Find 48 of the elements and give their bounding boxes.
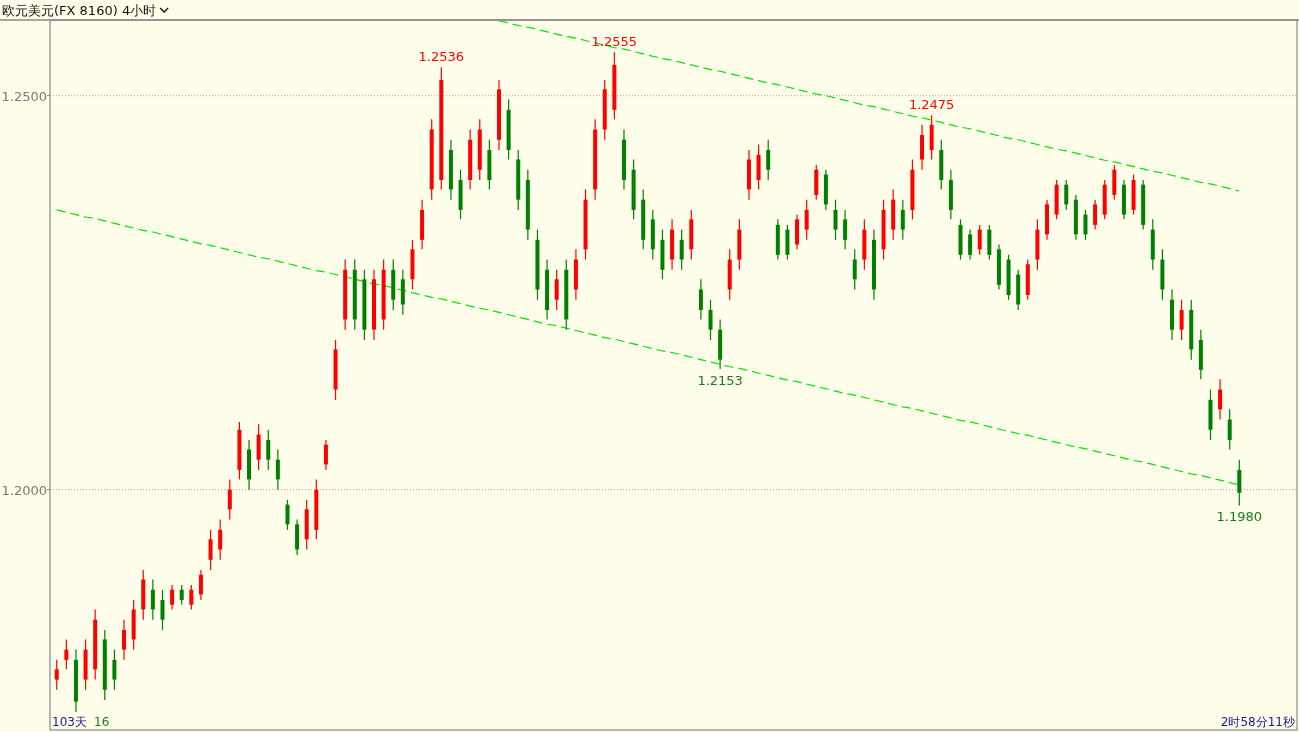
candlestick	[1064, 179, 1069, 211]
annotation: 103天	[52, 715, 87, 729]
candlestick	[1179, 299, 1184, 341]
candlestick	[766, 139, 771, 181]
line-series	[498, 20, 1240, 192]
text: 1.2475	[908, 97, 955, 113]
candlestick	[977, 224, 982, 256]
y-tick-label: 1.2500	[1, 88, 47, 104]
candlestick	[1237, 459, 1242, 507]
candlestick	[179, 584, 184, 606]
candlestick	[64, 638, 69, 670]
candlestick	[275, 448, 280, 491]
text: 1.2536	[418, 49, 465, 65]
candlestick	[218, 519, 223, 561]
candlestick	[554, 269, 559, 311]
candlestick	[804, 199, 809, 241]
candlestick	[323, 439, 328, 471]
candlestick	[112, 649, 117, 691]
candlestick	[1227, 408, 1232, 451]
candlestick	[1093, 199, 1098, 231]
text: 1.2153	[697, 373, 743, 389]
y-tick-label: 1.2000	[1, 482, 47, 498]
candlestick	[189, 584, 194, 611]
candlestick	[285, 499, 290, 531]
candlestick	[1083, 209, 1088, 241]
candlestick	[900, 199, 905, 241]
candlestick	[833, 199, 838, 241]
candlestick	[843, 209, 848, 250]
annotation: 2时58分11秒	[1220, 715, 1295, 729]
candlestick	[266, 429, 271, 471]
text: 1.1980	[1216, 509, 1263, 525]
candlestick	[160, 589, 165, 631]
candlestick	[198, 569, 203, 601]
candlestick	[708, 299, 713, 341]
candlestick	[698, 278, 703, 321]
candlestick	[227, 478, 232, 521]
candlestick	[122, 619, 127, 661]
candlestick	[968, 229, 973, 261]
chart-title: 欧元美元(FX 8160) 4小时	[2, 3, 157, 18]
candlestick	[170, 584, 175, 611]
candlestick	[679, 229, 684, 271]
candlestick	[1218, 378, 1223, 421]
candlestick	[54, 659, 59, 691]
candlestick	[852, 248, 857, 291]
candlestick	[208, 529, 213, 571]
text: 1.2555	[591, 34, 638, 50]
annotation: 16	[94, 715, 110, 729]
candlestick	[150, 578, 155, 621]
